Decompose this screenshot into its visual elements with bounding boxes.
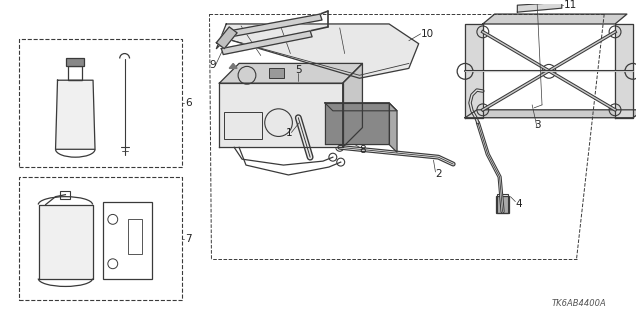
Text: TK6AB4400A: TK6AB4400A — [552, 299, 606, 308]
Polygon shape — [56, 80, 95, 149]
Polygon shape — [325, 103, 389, 144]
Polygon shape — [216, 24, 419, 78]
Text: 3: 3 — [534, 120, 541, 130]
Polygon shape — [220, 63, 362, 83]
Polygon shape — [483, 14, 627, 24]
Bar — [495, 196, 509, 213]
Bar — [127, 219, 142, 254]
Polygon shape — [325, 103, 397, 111]
Polygon shape — [389, 103, 397, 152]
Bar — [269, 68, 284, 78]
Bar — [224, 112, 262, 140]
Bar — [103, 202, 152, 278]
Polygon shape — [216, 27, 237, 49]
Polygon shape — [229, 14, 322, 37]
Bar — [68, 66, 82, 80]
Bar — [67, 58, 84, 66]
Polygon shape — [39, 204, 93, 278]
Text: 9: 9 — [209, 60, 216, 70]
Polygon shape — [220, 83, 342, 147]
Text: 10: 10 — [420, 29, 434, 39]
Text: 1: 1 — [285, 127, 292, 138]
Text: 11: 11 — [564, 0, 577, 10]
Text: 5: 5 — [295, 65, 302, 75]
Bar — [60, 191, 70, 199]
Polygon shape — [517, 2, 562, 12]
Polygon shape — [342, 63, 362, 147]
Polygon shape — [229, 63, 237, 68]
Bar — [19, 39, 182, 167]
Polygon shape — [221, 31, 312, 54]
Text: 6: 6 — [185, 98, 191, 108]
Text: 2: 2 — [435, 169, 442, 179]
Bar — [19, 177, 182, 300]
Polygon shape — [615, 24, 633, 118]
Polygon shape — [465, 110, 640, 118]
Bar — [497, 194, 508, 213]
Text: 4: 4 — [515, 198, 522, 209]
Text: 8: 8 — [360, 145, 366, 155]
Text: 7: 7 — [185, 234, 191, 244]
Polygon shape — [465, 24, 483, 118]
